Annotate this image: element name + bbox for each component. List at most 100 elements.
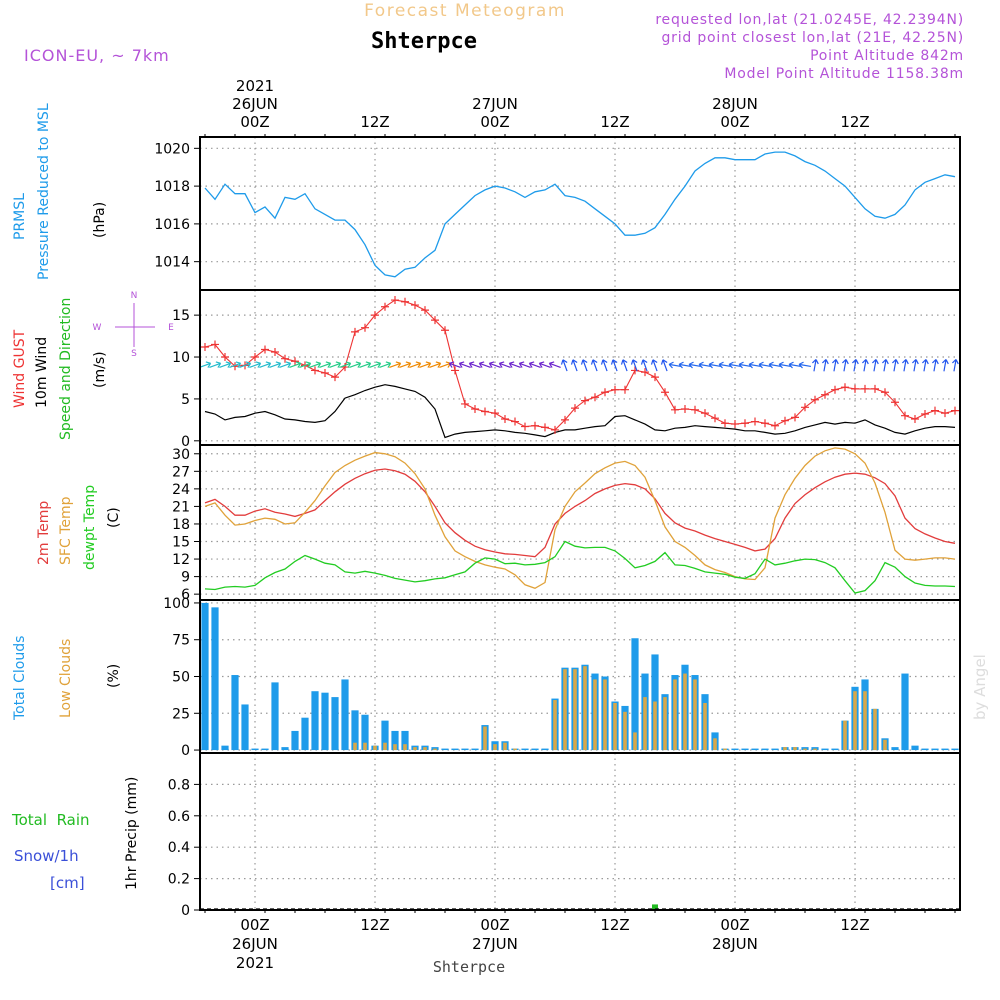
wind-direction-arrow <box>269 361 282 369</box>
total-cloud-bar <box>751 748 759 751</box>
arrow-shape <box>399 361 412 369</box>
total-cloud-bar <box>271 682 279 751</box>
series-layer <box>199 151 960 910</box>
arrow-shape <box>678 361 692 369</box>
low-cloud-bar <box>633 732 637 751</box>
arrow-shape <box>448 361 461 369</box>
arrow-shape <box>580 359 588 372</box>
gust-label: Wind GUST <box>12 329 28 408</box>
gust-marker <box>591 393 599 402</box>
arrow-shape <box>728 361 742 369</box>
wind-direction-arrow <box>620 359 628 372</box>
temp-2m-line <box>204 468 956 558</box>
arrow-shape <box>831 359 839 372</box>
arrow-shape <box>788 361 802 369</box>
arrow-shape <box>931 359 939 372</box>
wind-direction-arrow <box>811 359 819 372</box>
x-tick-label-top: 00Z <box>240 113 269 131</box>
gust-marker <box>421 306 429 315</box>
y-tick-label: 0 <box>181 903 190 919</box>
y-tick-label: 12 <box>172 552 190 568</box>
y-tick-label: 1016 <box>154 217 190 233</box>
arrow-shape <box>881 359 889 372</box>
y-tick-label: 18 <box>172 517 190 533</box>
total-clouds-label: Total Clouds <box>12 636 28 721</box>
arrow-shape <box>409 361 422 369</box>
low-cloud-bar <box>563 669 567 751</box>
low-cloud-bar <box>553 700 557 751</box>
model-label: ICON-EU, ~ 7km <box>24 46 170 65</box>
gust-marker <box>511 417 519 426</box>
wind-direction-arrow <box>309 361 322 369</box>
gust-marker <box>251 353 259 362</box>
low-cloud-bar <box>573 669 577 751</box>
x-tick-label-bottom: 27JUN <box>472 935 518 953</box>
y-tick-label: 0 <box>181 434 190 450</box>
total-cloud-bar <box>401 730 409 751</box>
gust-marker <box>851 384 859 393</box>
panel-frame <box>199 136 961 291</box>
gust-marker <box>761 419 769 428</box>
arrow-shape <box>821 359 829 372</box>
arrow-shape <box>768 361 782 369</box>
wind-direction-arrow <box>468 361 481 369</box>
low-cloud-bar <box>373 745 377 751</box>
clouds-unit-label: (%) <box>106 664 122 688</box>
low-cloud-bar <box>653 701 657 751</box>
low-cloud-bar <box>673 679 677 751</box>
gust-marker <box>891 398 899 407</box>
low-cloud-bar <box>873 708 877 751</box>
gust-marker <box>621 385 629 394</box>
compass-e: E <box>168 323 174 333</box>
gust-marker <box>471 404 479 413</box>
x-tick-label-bottom: 2021 <box>236 954 274 972</box>
total-cloud-bar <box>941 748 949 751</box>
x-tick-label-bottom: 12Z <box>840 916 869 934</box>
arrow-shape <box>650 359 658 372</box>
wind-direction-arrow <box>668 361 682 369</box>
gust-marker <box>691 405 699 414</box>
rain-bar <box>652 904 658 910</box>
sfc-temp-line <box>204 447 956 590</box>
arrow-shape <box>439 361 452 369</box>
y-tick-label: 0.8 <box>168 777 190 793</box>
low-cloud-bar <box>793 747 797 751</box>
y-tick-label: 0.6 <box>168 809 190 825</box>
x-tick-label-bottom: 00Z <box>240 916 269 934</box>
wind-direction-arrow <box>718 361 732 369</box>
x-tick-label-bottom: 26JUN <box>232 935 278 953</box>
total-cloud-bar <box>311 691 319 751</box>
total-cloud-bar <box>771 748 779 751</box>
wind-direction-arrow <box>678 361 692 369</box>
gust-marker <box>451 366 459 375</box>
gust-marker <box>371 311 379 320</box>
arrow-shape <box>369 361 382 369</box>
arrow-shape <box>798 361 812 369</box>
gust-marker <box>281 354 289 363</box>
arrow-shape <box>239 361 252 369</box>
arrow-shape <box>871 359 879 372</box>
low-cloud-bar <box>363 742 367 751</box>
dewpt-line <box>204 540 956 594</box>
arrow-shape <box>429 361 442 369</box>
low-cloud-bar <box>813 748 817 751</box>
arrow-shape <box>811 359 819 372</box>
low-cloud-bar <box>493 744 497 751</box>
precip-ylabel: 1hr Precip (mm) <box>124 777 140 890</box>
gust-marker <box>901 411 909 420</box>
wind-direction-arrow <box>379 361 392 369</box>
x-tick-label-top: 28JUN <box>712 95 758 113</box>
wind-line <box>204 384 956 439</box>
gust-marker <box>951 406 959 415</box>
arrow-shape <box>229 361 242 369</box>
total-cloud-bar <box>631 638 639 751</box>
wind-direction-arrow <box>560 359 568 372</box>
forecast-meteogram-title: Forecast Meteogram <box>364 1 566 21</box>
total-cloud-bar <box>301 717 309 751</box>
wind-direction-arrow <box>199 361 212 369</box>
total-cloud-bar <box>221 745 229 751</box>
arrow-shape <box>590 359 598 372</box>
total-cloud-bar <box>341 679 349 751</box>
gust-marker <box>871 384 879 393</box>
low-cloud-bar <box>713 738 717 751</box>
